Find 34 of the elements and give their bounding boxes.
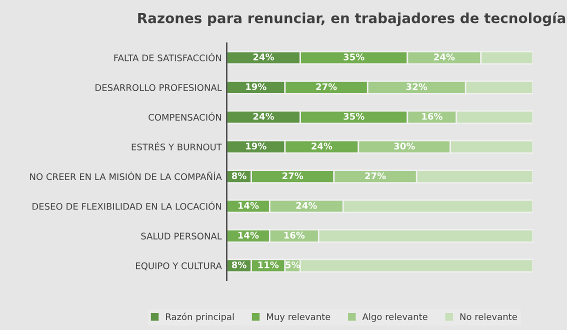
legend-label: No relevante xyxy=(460,313,517,320)
data-label: 19% xyxy=(246,142,266,150)
data-label: 24% xyxy=(253,54,274,60)
data-label: 24% xyxy=(312,142,332,150)
data-label: 11% xyxy=(258,261,279,268)
data-label: 16% xyxy=(422,112,442,120)
data-label: 27% xyxy=(316,83,337,90)
y-tick-label: EQUIPO Y CULTURA xyxy=(136,262,222,270)
data-label: 30% xyxy=(394,142,415,150)
legend-label: Razón principal xyxy=(166,312,234,322)
data-label: 27% xyxy=(365,172,386,180)
chart-title: Razones para renunciar, en trabajadores de tecnología xyxy=(138,12,566,26)
data-label: 14% xyxy=(238,232,259,239)
y-tick-label: COMPENSACIÓN xyxy=(148,112,222,121)
data-label: 27% xyxy=(282,172,304,180)
data-label: 8% xyxy=(232,261,246,268)
data-label: 24% xyxy=(434,54,455,60)
data-label: 19% xyxy=(246,83,266,90)
y-tick-label: DESEO DE FLEXIBILIDAD EN LA LOCACIÓN xyxy=(32,201,222,210)
data-label: 35% xyxy=(344,54,364,60)
y-tick-label: ESTRÉS Y BURNOUT xyxy=(132,142,222,150)
data-label: 32% xyxy=(406,83,428,90)
legend-label: Algo relevante xyxy=(362,313,428,322)
y-tick-label: FALTA DE SATISFACCIÓN xyxy=(114,52,222,62)
y-tick-label: SALUD PERSONAL xyxy=(141,232,222,240)
data-label: 16% xyxy=(284,232,305,239)
data-label: 8% xyxy=(232,172,246,180)
data-label: 24% xyxy=(296,202,317,209)
y-tick-label: DESARROLLO PROFESIONAL xyxy=(96,84,222,92)
data-label: 24% xyxy=(253,112,274,120)
data-label: 35% xyxy=(344,112,364,120)
data-label: 14% xyxy=(238,202,259,209)
y-tick-label: NO CREER EN LA MISIÓN DE LA COMPAÑÍA xyxy=(30,172,222,180)
legend-label: Muy relevante xyxy=(267,313,330,322)
